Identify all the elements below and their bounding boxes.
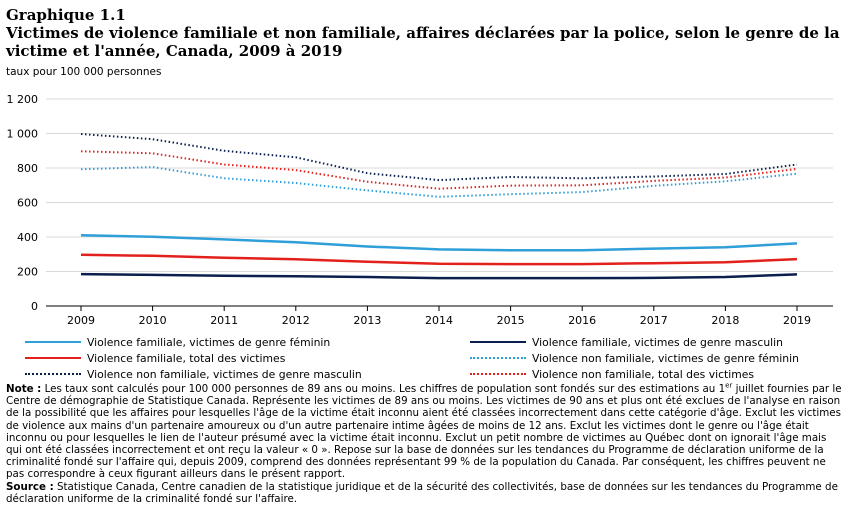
note-superscript: er: [725, 381, 733, 390]
series-line-6: [80, 150, 798, 190]
legend-label: Violence familiale, total des victimes: [87, 351, 286, 365]
note-label: Note :: [6, 383, 42, 395]
chart-title-number: Graphique 1.1: [6, 6, 126, 24]
grid-lines: [46, 98, 833, 272]
source-text: Statistique Canada, Centre canadien de l…: [6, 480, 838, 505]
x-tick-label: 2014: [425, 314, 453, 327]
y-tick-label: 400: [17, 231, 38, 244]
legend-swatch: [470, 373, 526, 375]
legend-item-5: Violence non familiale, victimes de genr…: [25, 366, 362, 382]
legend: Violence familiale, victimes de genre fé…: [25, 334, 825, 384]
legend-label: Violence non familiale, total des victim…: [532, 367, 755, 381]
legend-item-4: Violence non familiale, victimes de genr…: [470, 350, 799, 366]
y-tick-label: 1 000: [7, 128, 39, 141]
source-label: Source :: [6, 480, 54, 493]
legend-item-2: Violence familiale, victimes de genre ma…: [470, 334, 783, 350]
x-axis: [46, 305, 833, 311]
series-line-3: [80, 253, 798, 266]
legend-item-1: Violence familiale, victimes de genre fé…: [25, 334, 330, 350]
y-tick-label: 1 200: [7, 93, 39, 106]
legend-swatch: [470, 341, 526, 343]
line-chart: 0 200 400 600 800 1 000 1 200 2009 2010 2011 2012…: [7, 93, 833, 327]
series-lines: [80, 133, 798, 280]
y-axis-tick-labels: 0 200 400 600 800 1 000 1 200: [7, 93, 39, 313]
legend-swatch: [25, 341, 81, 343]
y-tick-label: 200: [17, 266, 38, 279]
y-axis-units-label: taux pour 100 000 personnes: [6, 66, 162, 78]
series-line-1: [80, 234, 798, 252]
notes-section: Note : Les taux sont calculés pour 100 0…: [6, 381, 844, 505]
x-tick-label: 2018: [711, 314, 739, 327]
chart-title: Graphique 1.1 Victimes de violence famil…: [6, 6, 844, 60]
x-tick-label: 2019: [783, 314, 811, 327]
legend-item-6: Violence non familiale, total des victim…: [470, 366, 754, 382]
x-tick-label: 2009: [67, 314, 95, 327]
legend-label: Violence familiale, victimes de genre fé…: [87, 335, 331, 349]
legend-label: Violence familiale, victimes de genre ma…: [532, 335, 784, 349]
note-text-a: Les taux sont calculés pour 100 000 pers…: [44, 383, 726, 395]
legend-swatch: [25, 357, 81, 359]
x-tick-label: 2010: [139, 314, 167, 327]
x-tick-label: 2015: [497, 314, 525, 327]
x-axis-tick-labels: 2009 2010 2011 2012 2013 2014 2015 2016 2017 2018…: [67, 314, 811, 327]
series-line-4: [80, 166, 798, 198]
series-line-5: [80, 133, 798, 182]
legend-swatch: [470, 357, 526, 359]
x-tick-label: 2016: [568, 314, 596, 327]
legend-item-3: Violence familiale, total des victimes: [25, 350, 285, 366]
note-paragraph: Note : Les taux sont calculés pour 100 0…: [6, 381, 844, 481]
note-text-b: juillet fournies par le Centre de démogr…: [6, 383, 842, 481]
y-tick-label: 0: [31, 300, 38, 313]
x-tick-label: 2013: [353, 314, 381, 327]
x-tick-label: 2012: [282, 314, 310, 327]
legend-swatch: [25, 373, 81, 375]
y-tick-label: 800: [17, 162, 38, 175]
chart-title-text: Victimes de violence familiale et non fa…: [6, 24, 840, 60]
source-paragraph: Source : Statistique Canada, Centre cana…: [6, 481, 844, 505]
x-tick-label: 2017: [640, 314, 668, 327]
y-tick-label: 600: [17, 197, 38, 210]
legend-label: Violence non familiale, victimes de genr…: [87, 367, 362, 381]
x-tick-label: 2011: [210, 314, 238, 327]
series-line-2: [80, 272, 798, 280]
legend-label: Violence non familiale, victimes de genr…: [532, 351, 799, 365]
